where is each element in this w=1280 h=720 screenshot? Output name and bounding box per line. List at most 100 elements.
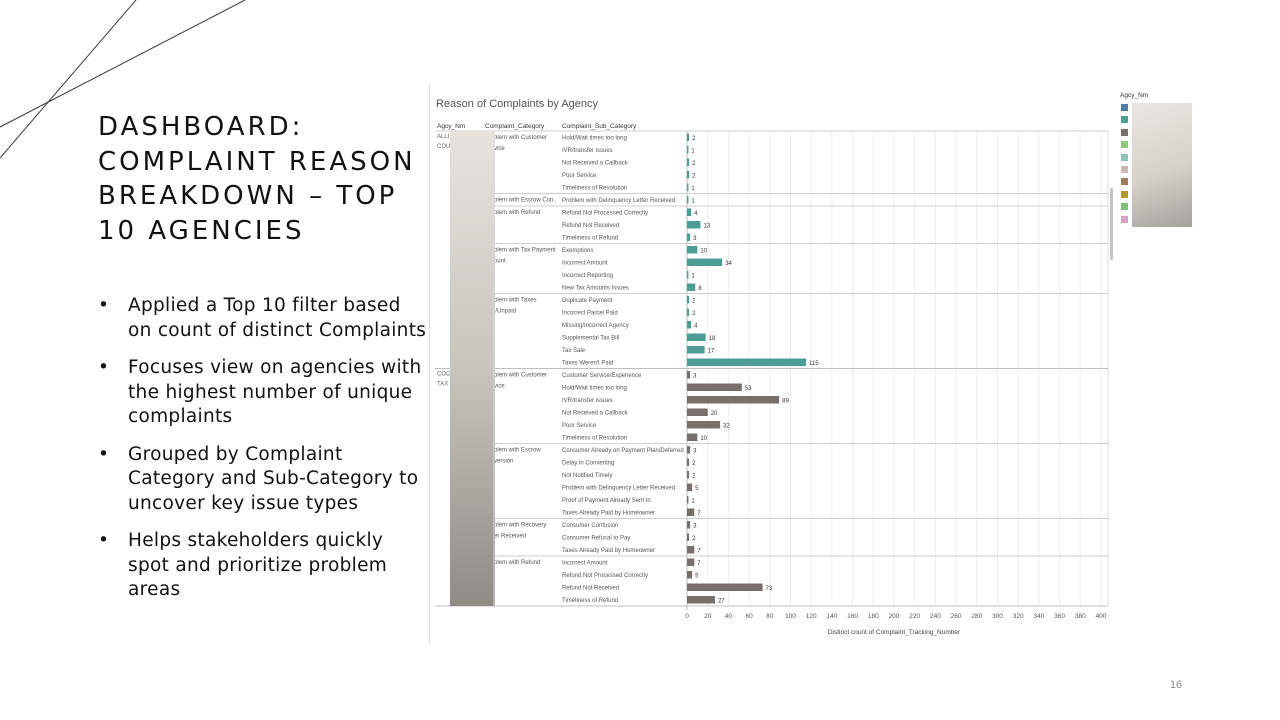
bar: [687, 146, 689, 154]
legend-swatch: [1121, 104, 1128, 111]
agency-label: ALLI: [437, 134, 450, 140]
slide-title: DASHBOARD: COMPLAINT REASON BREAKDOWN – …: [98, 112, 416, 246]
category-label: ount: [494, 259, 506, 265]
sub-category-label: Consumer Confusion: [562, 523, 618, 529]
x-tick-label: 280: [971, 613, 982, 620]
bar: [687, 221, 701, 229]
bullet-list: Applied a Top 10 filter based on count o…: [98, 294, 428, 616]
data-label: 5: [695, 486, 699, 492]
data-label: 20: [711, 411, 718, 417]
sub-category-label: Exemptions: [562, 248, 593, 254]
sub-category-label: Refund Not Processed Correctly: [562, 211, 648, 217]
data-label: 32: [723, 423, 730, 429]
scrollbar-thumb[interactable]: [1110, 188, 1113, 260]
sub-category-label: Incorrect Amount: [562, 561, 608, 567]
data-label: 8: [698, 286, 702, 292]
x-tick-label: 40: [725, 613, 733, 620]
data-label: 5: [695, 573, 699, 579]
bullet-item: Helps stakeholders quickly spot and prio…: [98, 529, 428, 603]
sub-category-label: Proof of Payment Already Sent In: [562, 498, 651, 504]
data-label: 1: [691, 273, 695, 279]
legend-swatch: [1121, 141, 1128, 149]
data-label: 3: [693, 448, 697, 454]
data-label: 10: [700, 436, 707, 442]
legend-swatch: [1121, 165, 1128, 173]
x-tick-label: 360: [1054, 613, 1065, 620]
x-tick-label: 240: [930, 613, 941, 620]
bar: [687, 533, 690, 541]
chart-title: Reason of Complaints by Agency: [436, 98, 599, 110]
legend-swatch: [1121, 153, 1128, 161]
bar: [687, 371, 691, 379]
data-label: 2: [692, 473, 696, 479]
sub-category-label: Taxes Already Paid by Homeowner: [562, 511, 655, 517]
category-label: version: [494, 459, 513, 465]
x-tick-label: 340: [1033, 613, 1044, 620]
data-label: 1: [691, 198, 695, 204]
sub-category-label: Poor Service: [562, 423, 597, 429]
sub-category-label: Problem with Delinquency Letter Received: [562, 198, 675, 204]
bar: [687, 233, 691, 241]
x-tick-label: 300: [992, 613, 1003, 620]
sub-category-label: Tax Sale: [562, 348, 586, 354]
bar: [687, 271, 689, 279]
data-label: 2: [692, 136, 696, 142]
data-label: 18: [709, 336, 716, 342]
column-header: Agcy_Nm: [437, 123, 465, 130]
bar: [687, 246, 698, 254]
bar: [687, 321, 692, 329]
x-tick-label: 260: [951, 613, 962, 620]
bar: [687, 183, 689, 191]
bullet-item: Focuses view on agencies with the highes…: [98, 356, 428, 430]
x-tick-label: 80: [766, 613, 774, 620]
category-label: blem with Escrow Con..: [494, 198, 557, 204]
category-label: blem with Refund: [494, 560, 540, 566]
bar: [687, 596, 715, 604]
bar: [687, 583, 763, 591]
data-label: 1: [691, 186, 695, 192]
data-label: 13: [703, 223, 710, 229]
sub-category-label: Hold/Wait times too long: [562, 386, 627, 392]
data-label: 3: [693, 236, 697, 242]
data-label: 2: [692, 161, 696, 167]
category-label: blem with Customer: [494, 373, 547, 379]
bar: [687, 446, 691, 454]
legend-swatch: [1121, 116, 1128, 124]
bar: [687, 483, 693, 491]
data-label: 4: [694, 211, 698, 217]
bar: [687, 133, 690, 141]
sub-category-label: Consumer Already on Payment Plan/Deferre…: [562, 448, 684, 454]
x-tick-label: 380: [1075, 613, 1086, 620]
sub-category-label: Taxes Weren't Paid: [562, 361, 613, 367]
sub-category-label: Duplicate Payment: [562, 298, 613, 304]
category-label: l/Unpaid: [494, 309, 516, 315]
data-label: 34: [725, 261, 732, 267]
bar: [687, 308, 690, 316]
bar: [687, 558, 695, 566]
bar: [687, 158, 690, 166]
agency-label: COU: [437, 144, 450, 150]
data-label: 3: [693, 373, 697, 379]
legend-title: Agcy_Nm: [1120, 92, 1149, 99]
x-tick-label: 0: [685, 613, 689, 620]
category-label: vice: [494, 146, 505, 152]
legend-swatch: [1121, 190, 1128, 198]
legend-swatch: [1121, 178, 1128, 186]
sub-category-label: Poor Service: [562, 173, 597, 179]
sub-category-label: Incorrect Parcel Paid: [562, 311, 618, 317]
sub-category-label: Not Received a Callback: [562, 411, 629, 417]
column-header: Complaint_Sub_Category: [562, 123, 637, 130]
sub-category-label: IVR/transfer issues: [562, 398, 613, 404]
data-label: 2: [692, 461, 696, 467]
bar: [687, 433, 698, 441]
bar: [687, 458, 690, 466]
sub-category-label: Incorrect Amount: [562, 261, 608, 267]
data-label: 10: [700, 248, 707, 254]
category-label: blem with Escrow: [494, 448, 541, 454]
sub-category-label: Problem with Delinquency Letter Received: [562, 486, 675, 492]
data-label: 2: [692, 536, 696, 542]
x-tick-label: 120: [806, 613, 817, 620]
data-label: 1: [691, 498, 695, 504]
data-label: 4: [694, 323, 698, 329]
sub-category-label: Missing/Incorrect Agency: [562, 323, 629, 329]
